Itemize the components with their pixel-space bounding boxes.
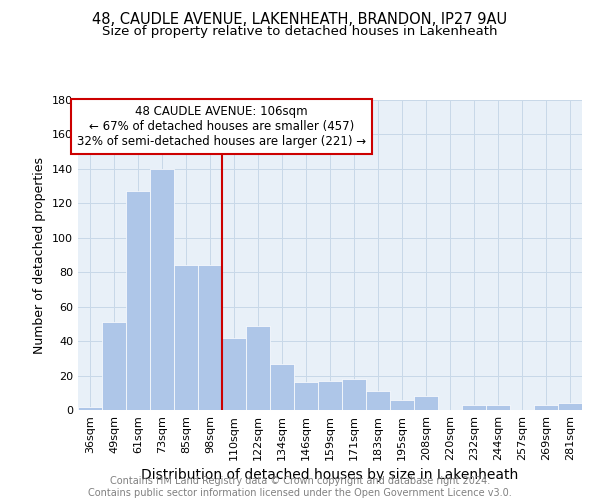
X-axis label: Distribution of detached houses by size in Lakenheath: Distribution of detached houses by size …: [142, 468, 518, 482]
Bar: [366, 391, 390, 410]
Bar: [246, 326, 270, 410]
Bar: [102, 322, 126, 410]
Bar: [294, 382, 318, 410]
Bar: [414, 396, 438, 410]
Bar: [150, 169, 174, 410]
Bar: [174, 266, 198, 410]
Bar: [78, 406, 102, 410]
Text: Size of property relative to detached houses in Lakenheath: Size of property relative to detached ho…: [102, 25, 498, 38]
Bar: [390, 400, 414, 410]
Text: Contains HM Land Registry data © Crown copyright and database right 2024.
Contai: Contains HM Land Registry data © Crown c…: [88, 476, 512, 498]
Bar: [270, 364, 294, 410]
Bar: [558, 403, 582, 410]
Bar: [486, 405, 510, 410]
Bar: [342, 379, 366, 410]
Bar: [462, 405, 486, 410]
Bar: [222, 338, 246, 410]
Text: 48, CAUDLE AVENUE, LAKENHEATH, BRANDON, IP27 9AU: 48, CAUDLE AVENUE, LAKENHEATH, BRANDON, …: [92, 12, 508, 28]
Bar: [318, 380, 342, 410]
Y-axis label: Number of detached properties: Number of detached properties: [34, 156, 46, 354]
Bar: [198, 266, 222, 410]
Text: 48 CAUDLE AVENUE: 106sqm
← 67% of detached houses are smaller (457)
32% of semi-: 48 CAUDLE AVENUE: 106sqm ← 67% of detach…: [77, 104, 366, 148]
Bar: [534, 405, 558, 410]
Bar: [126, 192, 150, 410]
